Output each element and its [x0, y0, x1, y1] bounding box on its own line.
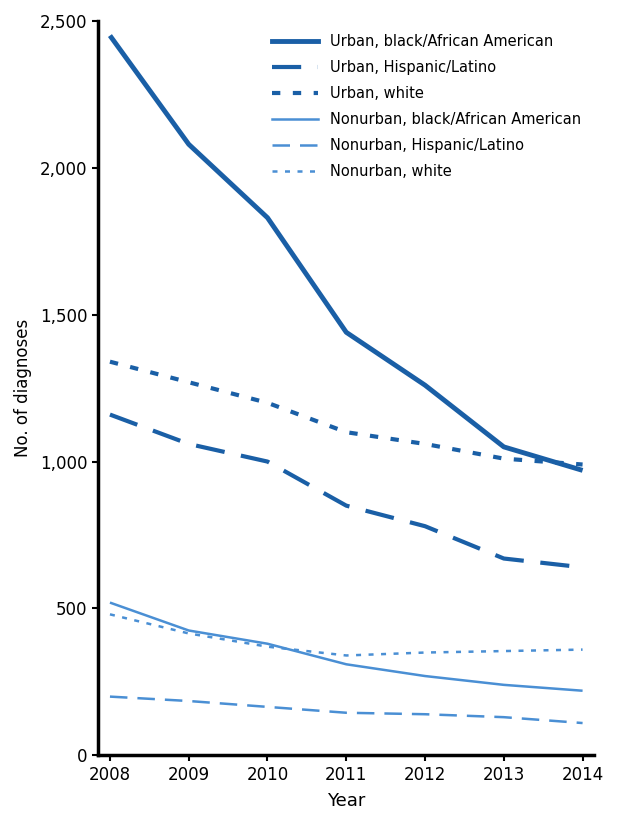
- X-axis label: Year: Year: [327, 792, 365, 810]
- Legend: Urban, black/African American, Urban, Hispanic/Latino, Urban, white, Nonurban, b: Urban, black/African American, Urban, Hi…: [266, 28, 587, 185]
- Y-axis label: No. of diagnoses: No. of diagnoses: [14, 319, 32, 457]
